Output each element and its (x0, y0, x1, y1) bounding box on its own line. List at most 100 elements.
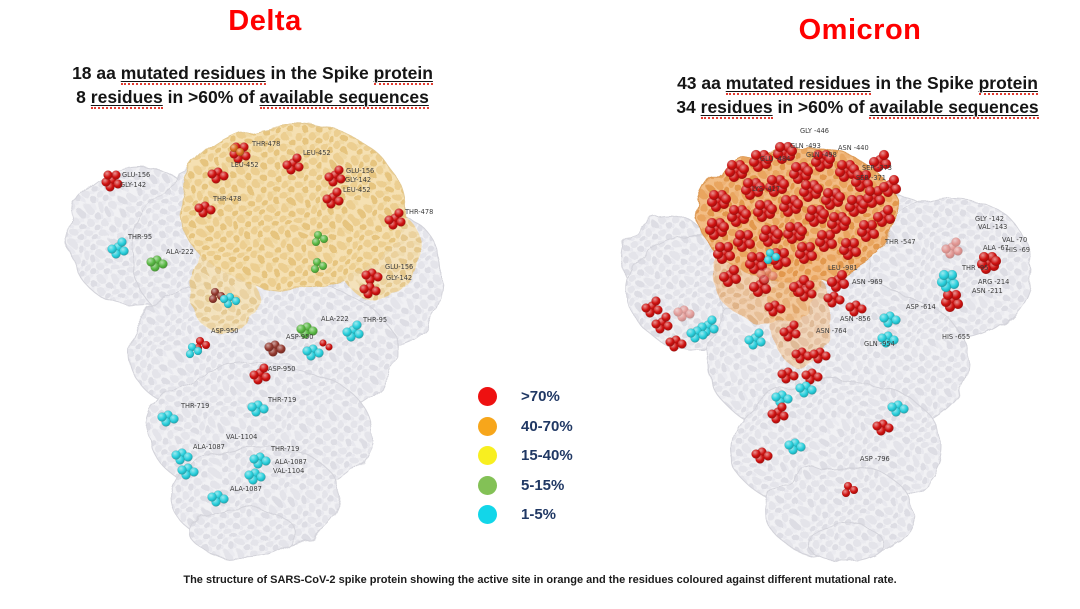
delta-stats-line: 8 residues in >60% of available sequence… (15, 85, 490, 109)
omicron-residue-clusters (641, 141, 1002, 498)
omicron-residue-cluster (732, 229, 756, 253)
omicron-residue-cluster (826, 269, 850, 293)
residue-label: THR-95 (362, 316, 387, 324)
legend-item: 5-15% (478, 471, 573, 501)
residue-label: ASN -211 (972, 287, 1003, 295)
residue-label: ALA-222 (166, 248, 194, 256)
delta-residue-cluster (247, 400, 269, 417)
delta-residue-cluster (229, 143, 245, 157)
residue-label: ALA-222 (321, 315, 349, 323)
residue-label: GLY-142 (345, 176, 371, 184)
legend-color-dot (478, 446, 497, 466)
omicron-residue-cluster (665, 335, 687, 352)
omicron-residue-cluster (814, 229, 838, 253)
residue-label: SER -373 (862, 164, 892, 172)
delta-residue-cluster (322, 187, 344, 209)
stats-text: 43 aa (677, 73, 726, 93)
delta-residue-cluster (207, 167, 229, 184)
residue-label: ALA -67 (983, 244, 1009, 252)
omicron-residue-cluster (724, 159, 750, 183)
omicron-residue-cluster (826, 211, 852, 235)
delta-residue-cluster (101, 170, 123, 192)
legend-label: 5-15% (521, 476, 565, 494)
residue-label: THR -95 (961, 264, 988, 272)
residue-label: GLN -954 (864, 340, 895, 348)
omicron-residue-cluster (767, 402, 789, 424)
residue-label: ASP -796 (860, 455, 890, 463)
stats-text: 18 aa (72, 63, 121, 83)
delta-residue-labels: GLU-156GLY-142THR-478LEU-452LEU-452GLU-1… (120, 140, 433, 493)
delta-residue-cluster (324, 165, 346, 187)
omicron-residue-cluster (820, 187, 846, 211)
omicron-residue-cluster (740, 177, 766, 201)
delta-residue-cluster (319, 339, 333, 351)
omicron-residue-cluster (751, 447, 773, 464)
residue-label: VAL -143 (978, 223, 1007, 231)
residue-label: LEU-452 (343, 186, 371, 194)
residue-label: ASP -614 (906, 303, 936, 311)
delta-stats-line: 18 aa mutated residues in the Spike prot… (15, 61, 490, 85)
omicron-residue-cluster (772, 141, 798, 165)
delta-residue-cluster (342, 320, 364, 342)
residue-label: ASP-950 (211, 327, 239, 335)
omicron-residue-cluster (976, 251, 1002, 275)
residue-label: GLU-156 (346, 167, 374, 175)
delta-stats: 18 aa mutated residues in the Spike prot… (15, 61, 490, 109)
delta-residue-cluster (296, 322, 318, 339)
omicron-residue-cluster (718, 264, 742, 288)
residue-label: VAL-1104 (273, 467, 304, 475)
legend-label: 15-40% (521, 447, 573, 465)
legend-label: >70% (521, 388, 560, 406)
omicron-residue-cluster (804, 204, 830, 228)
mutation-rate-legend: >70% 40-70% 15-40% 5-15% 1-5% (478, 382, 573, 530)
delta-residue-cluster (107, 237, 129, 259)
omicron-residue-cluster (838, 237, 862, 261)
residue-label: HIS -655 (942, 333, 970, 341)
omicron-residue-cluster (823, 291, 845, 308)
omicron-residue-cluster (641, 296, 663, 318)
omicron-residue-cluster (877, 331, 899, 348)
stats-text: 34 (676, 97, 701, 117)
delta-residue-cluster (264, 340, 286, 357)
delta-residue-cluster (249, 363, 271, 385)
delta-residue-cluster (185, 342, 203, 359)
omicron-residue-cluster (795, 280, 817, 302)
delta-residue-cluster (171, 448, 193, 465)
residue-label: THR -547 (884, 238, 916, 246)
stats-text: in the Spike (265, 63, 374, 83)
omicron-residue-cluster (764, 300, 786, 317)
delta-structure-body (67, 123, 444, 560)
stats-underlined-text: mutated residues (725, 73, 871, 95)
omicron-residue-cluster (810, 149, 836, 173)
delta-residue-cluster (384, 208, 406, 230)
omicron-residue-cluster (748, 149, 774, 173)
residue-label: LEU-452 (303, 149, 331, 157)
residue-label: GLU -484 (760, 155, 790, 163)
omicron-residue-cluster (779, 320, 801, 342)
residue-label: THR-719 (180, 402, 209, 410)
omicron-stats-line: 34 residues in >60% of available sequenc… (625, 95, 1080, 119)
residue-label: GLU-156 (122, 171, 150, 179)
omicron-residue-cluster (704, 217, 730, 241)
omicron-residue-cluster (744, 328, 766, 350)
stats-underlined-text: available sequences (869, 97, 1039, 119)
omicron-residue-cluster (868, 149, 892, 173)
residue-label: GLY-142 (120, 181, 146, 189)
residue-label: THR-478 (251, 140, 280, 148)
omicron-residue-cluster (850, 169, 874, 193)
omicron-residue-cluster (778, 194, 804, 218)
omicron-residue-cluster (872, 204, 896, 228)
stats-text: in the Spike (870, 73, 979, 93)
omicron-residue-cluster (782, 221, 808, 245)
residue-label: GLY-142 (386, 274, 412, 282)
residue-label: THR-719 (267, 396, 296, 404)
omicron-residue-cluster (936, 269, 960, 293)
residue-label: THR-478 (212, 195, 241, 203)
omicron-residue-cluster (941, 237, 963, 259)
omicron-residue-cluster (841, 481, 859, 498)
delta-title: Delta (228, 5, 302, 37)
omicron-residue-cluster (651, 312, 673, 334)
legend-item: 1-5% (478, 500, 573, 530)
legend-color-dot (478, 475, 497, 495)
